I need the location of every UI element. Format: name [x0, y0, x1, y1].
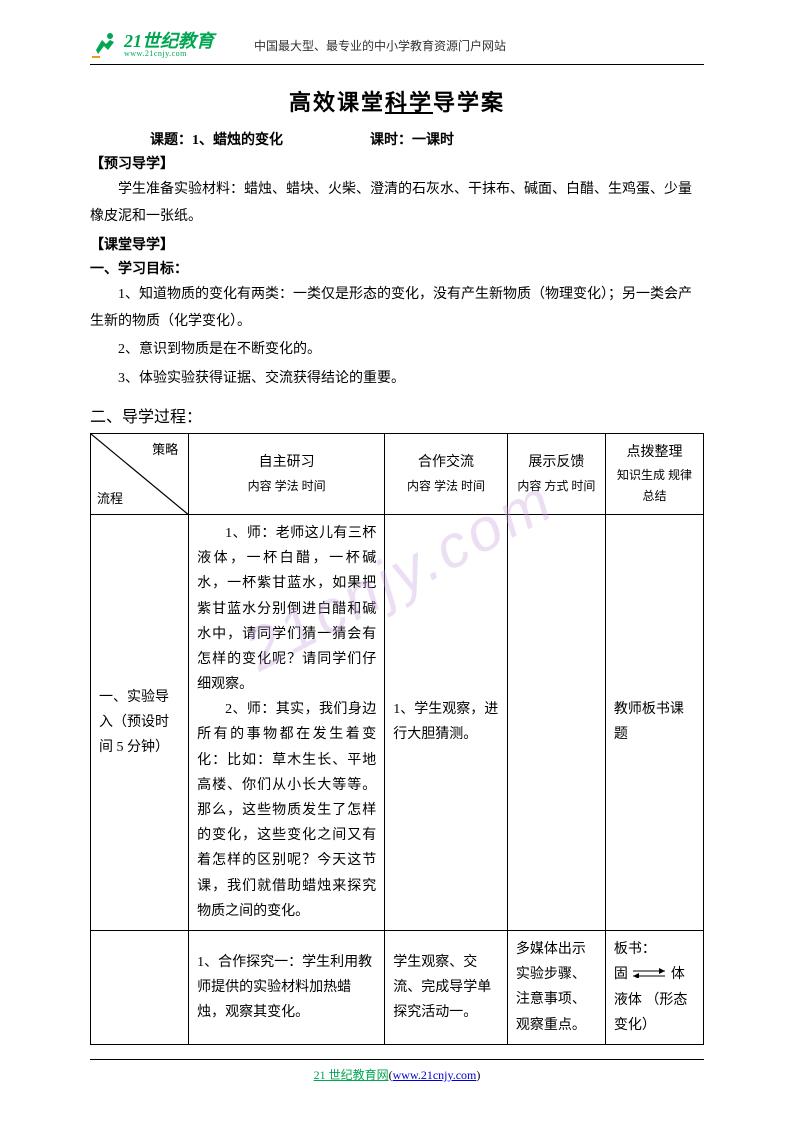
col-2-header: 合作交流 内容 学法 时间 — [385, 433, 508, 514]
row-1-col-4: 教师板书课题 — [605, 514, 703, 930]
goals-heading: 一、学习目标： — [90, 258, 704, 278]
footer-site-name: 21 世纪教育网 — [314, 1068, 389, 1082]
topic-line: 课题：1、蜡烛的变化 课时：一课时 — [90, 129, 704, 149]
process-table: 策略 流程 自主研习 内容 学法 时间 合作交流 内容 学法 时间 展示反馈 内… — [90, 433, 704, 1045]
double-arrow-icon — [631, 962, 667, 987]
preview-body: 学生准备实验材料：蜡烛、蜡块、火柴、澄清的石灰水、干抹布、碱面、白醋、生鸡蛋、少… — [90, 177, 704, 230]
process-heading: 二、导学过程： — [90, 403, 704, 427]
class-heading: 【课堂导学】 — [90, 234, 704, 254]
table-header-row: 策略 流程 自主研习 内容 学法 时间 合作交流 内容 学法 时间 展示反馈 内… — [91, 433, 704, 514]
logo-title: 21世纪教育 — [124, 32, 214, 50]
logo-url: www.21cnjy.com — [124, 50, 214, 58]
row-1-col-2: 1、学生观察，进行大胆猜测。 — [385, 514, 508, 930]
col-4-header: 点拨整理 知识生成 规律总结 — [605, 433, 703, 514]
goal-2: 2、意识到物质是在不断变化的。 — [90, 337, 704, 364]
row-2-col-3: 多媒体出示实验步骤、注意事项、观察重点。 — [507, 930, 605, 1044]
site-logo: 21世纪教育 www.21cnjy.com — [90, 30, 214, 60]
footer-link[interactable]: www.21cnjy.com — [393, 1068, 477, 1082]
goal-1: 1、知道物质的变化有两类：一类仅是形态的变化，没有产生新物质（物理变化）；另一类… — [90, 282, 704, 335]
table-row: 1、合作探究一：学生利用教师提供的实验材料加热蜡烛，观察其变化。 学生观察、交流… — [91, 930, 704, 1044]
page-footer: 21 世纪教育网(www.21cnjy.com) — [90, 1059, 704, 1083]
row-1-col-1: 1、师：老师这儿有三杯液体，一杯白醋，一杯碱水，一杯紫甘蓝水，如果把紫甘蓝水分别… — [189, 514, 385, 930]
row-2-col-1: 1、合作探究一：学生利用教师提供的实验材料加热蜡烛，观察其变化。 — [189, 930, 385, 1044]
page-header: 21世纪教育 www.21cnjy.com 中国最大型、最专业的中小学教育资源门… — [90, 30, 704, 65]
row-2-label — [91, 930, 189, 1044]
row-1-label: 一、实验导入（预设时间 5 分钟） — [91, 514, 189, 930]
row-1-col-3 — [507, 514, 605, 930]
document-title: 高效课堂科学导学案 — [90, 85, 704, 117]
diagonal-header: 策略 流程 — [91, 433, 189, 514]
col-1-header: 自主研习 内容 学法 时间 — [189, 433, 385, 514]
logo-runner-icon — [90, 30, 120, 60]
row-2-col-4: 板书： 固 体 液体 （形态变化） — [605, 930, 703, 1044]
header-description: 中国最大型、最专业的中小学教育资源门户网站 — [254, 37, 506, 54]
preview-heading: 【预习导学】 — [90, 153, 704, 173]
row-2-col-2: 学生观察、交流、完成导学单探究活动一。 — [385, 930, 508, 1044]
table-row: 一、实验导入（预设时间 5 分钟） 1、师：老师这儿有三杯液体，一杯白醋，一杯碱… — [91, 514, 704, 930]
col-3-header: 展示反馈 内容 方式 时间 — [507, 433, 605, 514]
goal-3: 3、体验实验获得证据、交流获得结论的重要。 — [90, 366, 704, 393]
